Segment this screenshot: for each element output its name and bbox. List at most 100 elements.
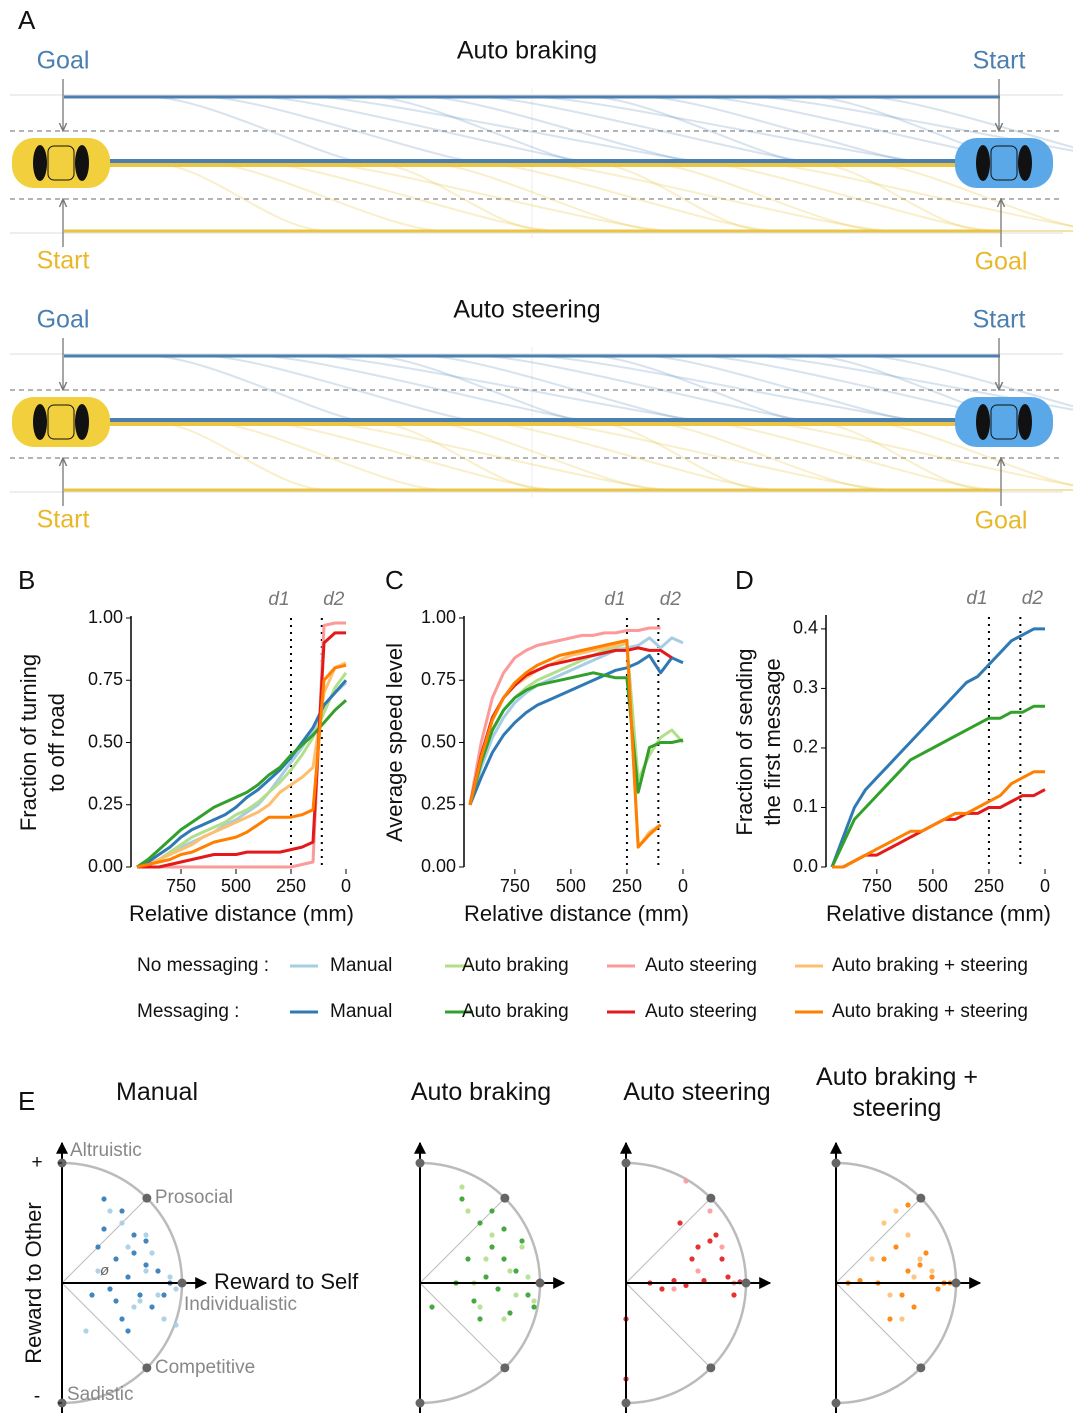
x-tick-label: 500 <box>221 876 251 896</box>
y-axis-label: to off road <box>44 693 69 792</box>
point <box>107 1208 113 1214</box>
point <box>513 1292 519 1298</box>
point <box>155 1292 161 1298</box>
y-tick-label: 0.2 <box>793 737 818 757</box>
trajectory <box>64 96 371 164</box>
point <box>659 1286 665 1292</box>
trajectory <box>64 355 926 423</box>
point <box>501 1316 507 1322</box>
legend-label: Auto steering <box>645 1001 757 1022</box>
y-tick-label: 0.50 <box>88 731 123 751</box>
point <box>495 1286 501 1292</box>
point <box>719 1256 725 1262</box>
series-line <box>468 636 684 806</box>
point <box>707 1208 713 1214</box>
point <box>89 1292 95 1298</box>
point <box>893 1208 899 1214</box>
point <box>513 1268 519 1274</box>
point <box>725 1274 731 1280</box>
threshold-label: d2 <box>660 589 682 610</box>
x-tick-label: 250 <box>974 876 1004 896</box>
reference-dot <box>916 1193 926 1203</box>
series-line <box>136 671 348 869</box>
x-tick-label: 500 <box>556 876 586 896</box>
point <box>125 1274 131 1280</box>
reference-dot <box>500 1363 510 1373</box>
point <box>881 1256 887 1262</box>
x-tick-label: 250 <box>612 876 642 896</box>
point <box>143 1232 149 1238</box>
car-window <box>75 145 89 181</box>
reference-dot <box>706 1363 716 1373</box>
x-tick-label: 750 <box>862 876 892 896</box>
point <box>137 1298 143 1304</box>
y-tick-label: 0.1 <box>793 796 818 816</box>
series-line <box>136 663 347 869</box>
panel-title: Auto braking <box>457 37 597 65</box>
trajectory <box>369 162 1000 232</box>
point <box>119 1220 125 1226</box>
point <box>677 1220 683 1226</box>
annotation: Competitive <box>155 1357 255 1378</box>
annotation: Individualistic <box>184 1294 297 1315</box>
point <box>477 1304 483 1310</box>
point <box>507 1268 513 1274</box>
trajectory <box>699 162 1001 232</box>
y-axis-label: Reward to Other <box>21 1202 46 1363</box>
legend-label: Auto braking + steering <box>832 955 1028 976</box>
panel-title: Auto braking <box>410 1078 552 1106</box>
reference-dot <box>415 1158 425 1168</box>
reference-dot <box>831 1398 841 1408</box>
reference-ray <box>61 1282 148 1369</box>
trajectory <box>479 421 1000 491</box>
point <box>929 1274 935 1280</box>
panel-label: B <box>18 565 35 595</box>
reference-dot <box>951 1278 961 1288</box>
point <box>173 1322 179 1328</box>
trajectory <box>149 162 1000 232</box>
y-tick-label: 0.75 <box>421 669 456 689</box>
point <box>695 1268 701 1274</box>
point <box>489 1208 495 1214</box>
series-line <box>830 704 1045 868</box>
point <box>683 1282 689 1288</box>
point <box>161 1292 167 1298</box>
point <box>731 1292 737 1298</box>
reference-dot <box>706 1193 716 1203</box>
position-label: Start <box>973 306 1026 334</box>
point <box>131 1232 137 1238</box>
legend-label: Manual <box>330 955 392 976</box>
trajectory <box>64 355 1073 411</box>
reference-dot <box>831 1158 841 1168</box>
annotation: Sadistic <box>67 1384 134 1405</box>
car-roof <box>990 145 1018 181</box>
y-tick-label: 1.00 <box>88 607 123 627</box>
car-window <box>976 404 990 440</box>
point <box>95 1268 101 1274</box>
panel-label: A <box>18 5 36 35</box>
car-roof <box>47 145 75 181</box>
panel-title: Auto braking + steering <box>816 1063 978 1122</box>
y-tick-label: 1.00 <box>421 607 456 627</box>
reference-ray <box>625 1197 712 1284</box>
point <box>525 1274 531 1280</box>
trajectory <box>149 421 1000 491</box>
x-tick-label: 750 <box>166 876 196 896</box>
trajectory <box>314 421 1000 491</box>
x-axis-label: Relative distance (mm) <box>129 901 354 926</box>
reference-ray <box>419 1282 506 1369</box>
point <box>125 1244 131 1250</box>
legend-group: No messaging : <box>137 955 269 976</box>
point <box>137 1292 143 1298</box>
point <box>905 1268 911 1274</box>
point <box>143 1262 149 1268</box>
series-line <box>468 671 684 806</box>
position-label: Start <box>37 506 90 534</box>
y-tick-label: 0.4 <box>793 618 818 638</box>
reference-dot <box>142 1193 152 1203</box>
point <box>869 1256 875 1262</box>
point <box>483 1274 489 1280</box>
point <box>119 1316 125 1322</box>
y-tick-label: 0.25 <box>421 794 456 814</box>
point <box>899 1316 905 1322</box>
